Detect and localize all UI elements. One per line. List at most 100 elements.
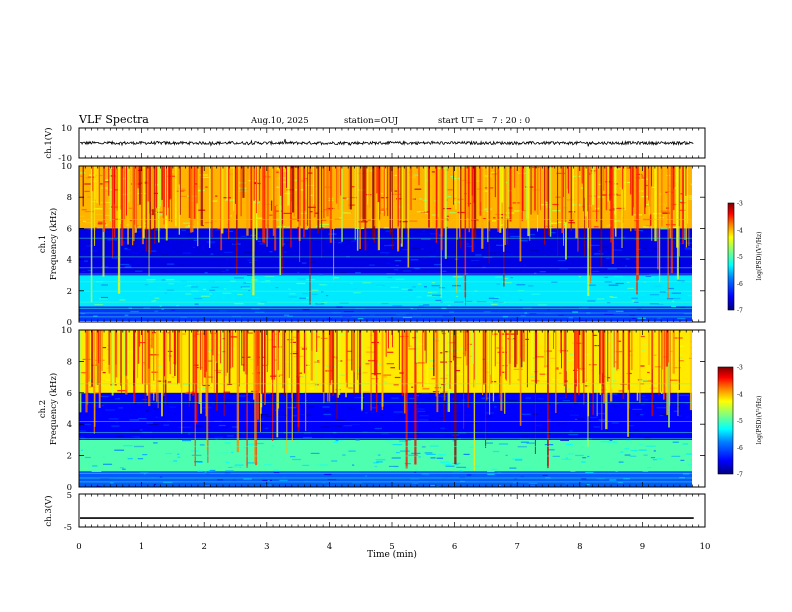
spectrogram-streak <box>304 166 307 200</box>
spectrogram-streak <box>389 166 391 235</box>
spectrogram-streak-hot <box>91 330 93 352</box>
spectrogram-cell <box>657 317 662 319</box>
spectrogram-cell <box>391 242 398 244</box>
spectrogram-cell <box>109 478 114 480</box>
spectrogram-cell <box>642 380 652 382</box>
spectrogram-cell <box>180 241 183 243</box>
spectrogram-cell <box>458 289 461 292</box>
spectrogram-cell <box>124 248 128 250</box>
spectrogram-cell <box>277 413 285 415</box>
spectrogram-cell <box>293 179 298 181</box>
spectrogram-cell <box>450 176 455 178</box>
colorbar-ch2: -3-4-5-6-7 log(PSD)(V²/Hz) <box>717 365 763 479</box>
spectrogram-streak <box>578 330 580 395</box>
spectrogram-cell <box>243 478 252 480</box>
spectrogram-cell <box>300 429 306 431</box>
spectrogram-streak-hot <box>215 330 217 362</box>
spectrogram-cell <box>475 185 483 187</box>
spectrogram-cell <box>599 320 610 321</box>
spectrogram-cell <box>415 408 425 410</box>
spectrogram-cell <box>491 268 499 270</box>
spectrogram-streak-hot <box>383 166 385 216</box>
spectrogram-cell <box>251 308 260 310</box>
spectrogram-cell <box>142 454 148 456</box>
spectrogram-cell <box>218 424 226 427</box>
spectrogram-streak <box>194 330 196 467</box>
spectrogram-cell <box>404 427 412 429</box>
spectrogram-streak-hot <box>392 330 393 348</box>
spectrogram-streak <box>611 166 614 264</box>
spectrogram-cell <box>313 188 318 190</box>
spectrogram-cell <box>402 270 412 272</box>
spectrogram-streak <box>322 330 325 393</box>
spectrogram-cell <box>482 175 492 177</box>
spectrogram-cell <box>456 423 463 425</box>
spectrogram-streak <box>291 330 293 398</box>
spectrogram-cell <box>641 344 650 346</box>
spectrogram-cell <box>324 473 332 476</box>
spectrogram-cell <box>84 190 90 192</box>
spectrogram-streak-hot <box>473 330 475 380</box>
spectrogram-cell <box>590 244 600 246</box>
spectrogram-cell <box>660 210 670 212</box>
spectrogram-cell <box>326 485 330 487</box>
spectrogram-cell <box>447 380 455 382</box>
spectrogram-cell <box>689 427 692 429</box>
spectrogram-cell <box>219 265 223 267</box>
spectrogram-cell <box>559 372 562 374</box>
spectrogram-streak <box>663 330 665 400</box>
spectrogram-narrowband-line <box>79 273 692 275</box>
spectrogram-narrowband-line <box>79 472 692 474</box>
spectrogram-streak-hot <box>632 166 634 208</box>
spectrogram-streak-hot <box>151 330 153 349</box>
spectrogram-cell <box>390 367 395 369</box>
spectrogram-streak-hot <box>436 166 438 228</box>
spectrogram-cell <box>386 399 395 401</box>
spectrogram-cell <box>166 407 177 409</box>
spectrogram-cell <box>393 269 399 271</box>
spectrogram-streak <box>530 166 532 215</box>
spectrogram-cell <box>508 338 514 340</box>
spectrogram-streak <box>483 166 485 216</box>
spectrogram-cell <box>406 443 410 445</box>
spectrogram-streak <box>592 330 594 415</box>
spectrogram-cell <box>324 435 332 437</box>
spectrogram-streak-hot <box>387 330 389 349</box>
spectrogram-cell <box>104 452 107 454</box>
spectrogram-cell <box>162 271 169 273</box>
spectrogram-cell <box>416 382 423 384</box>
spectrogram-streak-hot <box>424 330 426 351</box>
spectrogram-streak-hot <box>516 330 518 365</box>
spectrogram-cell <box>339 302 349 304</box>
spectrogram-streak-hot <box>120 166 122 210</box>
spectrogram-cell <box>558 314 564 316</box>
spectrogram-cell <box>89 380 93 382</box>
spectrogram-cell <box>127 458 133 460</box>
spectrogram-cell <box>652 248 659 250</box>
spectrogram-narrowband-line <box>79 256 692 258</box>
spectrogram-cell <box>615 470 618 472</box>
spectrogram-cell <box>310 414 314 417</box>
spectrogram-cell <box>247 443 257 445</box>
spectrogram-cell <box>199 412 209 414</box>
spectrogram-streak-hot <box>232 330 234 368</box>
spectrogram-cell <box>478 332 482 334</box>
spectrogram-cell <box>224 442 231 444</box>
spectrogram-streak-hot <box>156 166 157 209</box>
spectrogram-cell <box>115 421 118 423</box>
spectrogram-cell <box>143 473 146 475</box>
spectrogram-cell <box>380 252 390 254</box>
spectrogram-streak-hot <box>165 166 167 216</box>
spectrogram-cell <box>415 469 418 471</box>
spectrogram-cell <box>320 426 330 428</box>
spectrogram-cell <box>643 454 648 456</box>
spectrogram-streak <box>106 330 109 370</box>
spectrogram-cell <box>535 356 544 358</box>
spectrogram-cell <box>274 447 280 449</box>
spectrogram-cell <box>596 478 606 480</box>
spectrogram-streak <box>299 166 301 241</box>
spectrogram-narrowband-line <box>79 446 692 447</box>
spectrogram-cell <box>402 249 409 251</box>
spectrogram-cell <box>176 188 185 190</box>
spectrogram-cell <box>303 436 312 439</box>
